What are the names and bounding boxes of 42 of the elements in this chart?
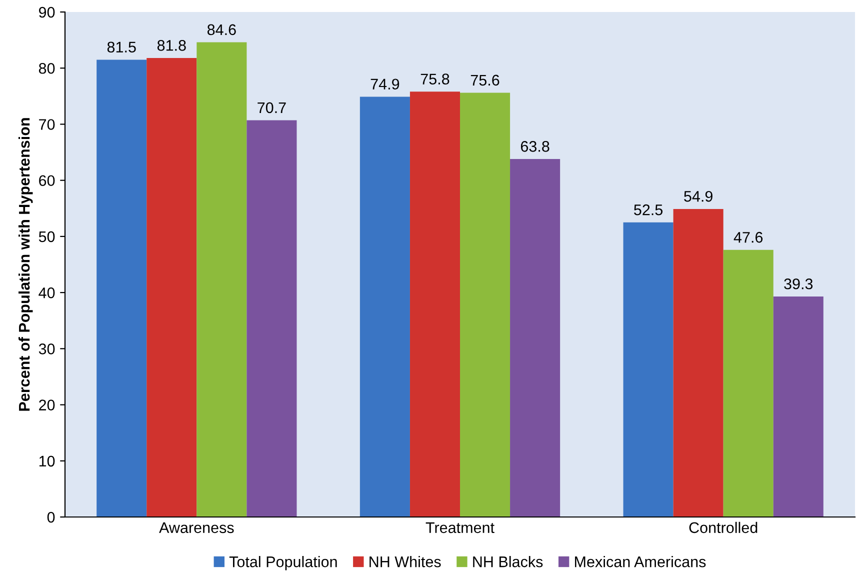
y-tick-label: 20 <box>39 400 55 410</box>
y-tick-label: 10 <box>39 456 55 467</box>
y-tick-label: 30 <box>38 344 55 354</box>
legend-label: Total Population <box>229 556 337 570</box>
y-tick-label: 40 <box>38 287 55 298</box>
data-label: 70.7 <box>258 102 286 114</box>
y-tick-label: 70 <box>39 119 55 130</box>
x-tick-label: Treatment <box>426 522 494 534</box>
data-label: 63.8 <box>520 141 550 152</box>
x-tick-label: Awareness <box>159 522 234 534</box>
data-label: 75.8 <box>420 74 450 84</box>
y-tick-label: 90 <box>39 6 55 18</box>
bar <box>196 42 247 517</box>
bar <box>360 96 410 517</box>
data-label: 39.3 <box>784 278 813 290</box>
data-label: 54.9 <box>684 190 712 202</box>
y-tick-label: 0 <box>47 512 55 523</box>
data-label: 84.6 <box>207 24 236 36</box>
data-label: 52.5 <box>634 204 663 216</box>
y-tick-label: 50 <box>38 231 55 242</box>
bar <box>246 120 297 517</box>
bar <box>673 208 724 517</box>
bar <box>146 58 197 517</box>
y-tick-label: 60 <box>39 175 55 186</box>
data-label: 81.5 <box>107 42 136 53</box>
x-tick-label: Controlled <box>689 522 758 534</box>
bar <box>623 222 674 517</box>
data-label: 74.9 <box>370 78 400 90</box>
bar <box>510 159 560 517</box>
bar <box>723 250 774 517</box>
bar <box>773 296 824 517</box>
bar <box>96 60 147 517</box>
data-label: 81.8 <box>157 40 186 51</box>
legend-label: Mexican Americans <box>575 556 706 568</box>
legend-label: NH Blacks <box>473 556 543 568</box>
legend-label: NH Whites <box>370 556 441 568</box>
y-tick-label: 80 <box>38 62 55 74</box>
data-label: 47.6 <box>734 232 763 243</box>
bar <box>410 92 460 517</box>
y-axis-title: Percent of Population with Hypertension <box>18 118 33 411</box>
data-label: 75.6 <box>470 74 500 86</box>
bar <box>460 92 510 517</box>
